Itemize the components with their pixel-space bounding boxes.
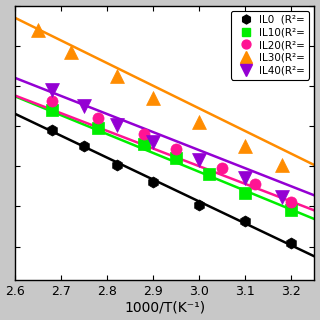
X-axis label: 1000/T(K⁻¹): 1000/T(K⁻¹) xyxy=(124,300,205,315)
Point xyxy=(50,108,55,113)
Legend: IL0  (R²=, IL10(R²=, IL20(R²=, IL30(R²=, IL40(R²=: IL0 (R²=, IL10(R²=, IL20(R²=, IL30(R²=, … xyxy=(231,11,309,79)
Point xyxy=(174,156,179,161)
Point xyxy=(82,144,87,149)
Point xyxy=(243,218,248,223)
Point xyxy=(243,144,248,149)
Point xyxy=(114,122,119,127)
Point xyxy=(96,125,101,130)
Point xyxy=(82,104,87,109)
Point xyxy=(151,96,156,101)
Point xyxy=(206,172,211,177)
Point xyxy=(197,202,202,207)
Point xyxy=(280,162,285,167)
Point xyxy=(50,88,55,93)
Point xyxy=(68,50,73,55)
Point xyxy=(114,74,119,79)
Point xyxy=(197,120,202,125)
Point xyxy=(114,162,119,167)
Point xyxy=(289,208,294,213)
Point xyxy=(289,240,294,245)
Point xyxy=(142,132,147,137)
Point xyxy=(142,141,147,147)
Point xyxy=(197,157,202,163)
Point xyxy=(50,98,55,103)
Point xyxy=(174,146,179,151)
Point xyxy=(151,140,156,145)
Point xyxy=(96,116,101,121)
Point xyxy=(280,194,285,199)
Point xyxy=(50,128,55,133)
Point xyxy=(243,176,248,181)
Point xyxy=(36,27,41,32)
Point xyxy=(252,181,257,187)
Point xyxy=(289,200,294,205)
Point xyxy=(243,190,248,195)
Point xyxy=(220,165,225,171)
Point xyxy=(151,180,156,185)
